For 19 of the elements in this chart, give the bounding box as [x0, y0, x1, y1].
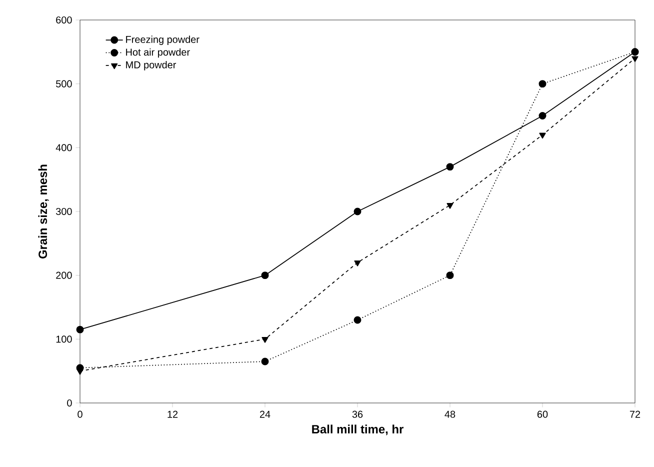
y-tick-label: 200	[56, 272, 72, 279]
x-tick-label: 60	[537, 410, 548, 418]
x-axis-title: Ball mill time, hr	[312, 424, 404, 436]
legend-label: Hot air powder	[126, 48, 190, 58]
x-tick-label: 24	[260, 410, 270, 418]
y-tick-label: 500	[56, 80, 72, 88]
legend-label: Freezing powder	[126, 36, 200, 45]
legend-label: MD powder	[126, 61, 176, 70]
x-tick-label: 0	[78, 410, 82, 418]
y-tick-label: 100	[56, 336, 72, 343]
y-tick-label: 400	[56, 144, 72, 152]
y-axis-title: Grain size, mesh	[38, 164, 49, 259]
x-tick-label: 12	[168, 410, 178, 418]
x-tick-label: 48	[444, 410, 456, 418]
y-tick-label: 600	[56, 16, 72, 24]
x-tick-label: 72	[630, 410, 640, 418]
y-tick-label: 300	[56, 208, 72, 216]
y-tick-label: 0	[67, 399, 72, 407]
x-tick-label: 36	[352, 410, 363, 418]
